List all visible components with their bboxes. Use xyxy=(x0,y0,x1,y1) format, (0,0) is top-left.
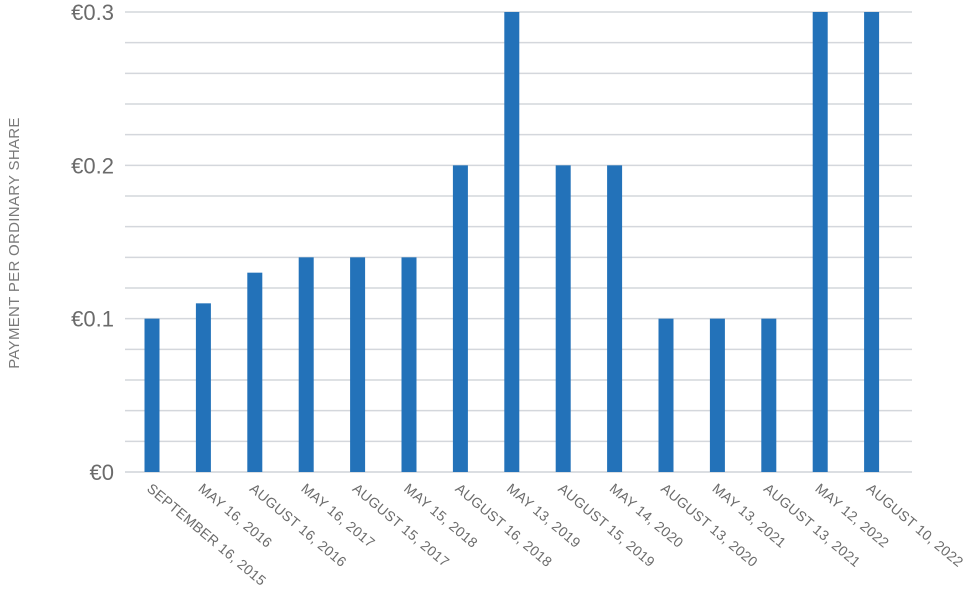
bar xyxy=(350,257,365,472)
bar xyxy=(659,319,674,472)
x-tick-label: AUGUST 13, 2020 xyxy=(658,480,761,570)
bar xyxy=(761,319,776,472)
y-tick-label: €0.2 xyxy=(71,153,114,178)
x-tick-label: AUGUST 10, 2022 xyxy=(864,480,967,570)
y-tick-label: €0.3 xyxy=(71,0,114,25)
bar xyxy=(453,165,468,472)
bar xyxy=(710,319,725,472)
bar xyxy=(813,12,828,472)
y-axis-label: PAYMENT PER ORDINARY SHARE xyxy=(6,117,23,368)
x-tick-label: AUGUST 16, 2018 xyxy=(452,480,555,570)
bar xyxy=(196,303,211,472)
bar xyxy=(556,165,571,472)
bar xyxy=(864,12,879,472)
x-tick-label: AUGUST 16, 2016 xyxy=(247,480,350,570)
bar xyxy=(247,273,262,472)
bars xyxy=(145,12,880,472)
x-tick-label: AUGUST 15, 2019 xyxy=(555,480,658,570)
y-tick-label: €0.1 xyxy=(71,307,114,332)
x-tick-label: AUGUST 13, 2021 xyxy=(761,480,864,570)
bar xyxy=(145,319,160,472)
y-axis-ticks: €0 €0.1 €0.2 €0.3 xyxy=(71,0,114,485)
bar xyxy=(607,165,622,472)
bar xyxy=(299,257,314,472)
bar xyxy=(504,12,519,472)
bar xyxy=(402,257,417,472)
y-tick-label: €0 xyxy=(90,460,114,485)
x-tick-label: AUGUST 15, 2017 xyxy=(350,480,453,570)
